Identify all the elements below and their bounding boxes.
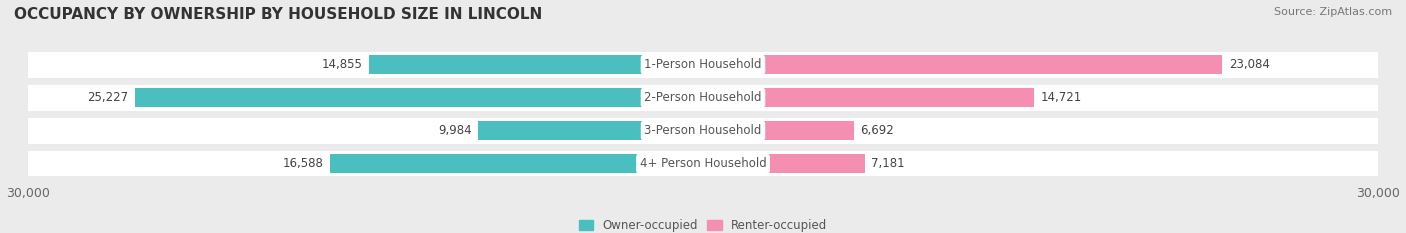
Bar	[330, 154, 703, 173]
Text: Source: ZipAtlas.com: Source: ZipAtlas.com	[1274, 7, 1392, 17]
Bar	[135, 88, 703, 107]
Text: 14,721: 14,721	[1040, 91, 1083, 104]
Text: 14,855: 14,855	[321, 58, 363, 71]
Bar	[28, 151, 1378, 176]
Text: 3-Person Household: 3-Person Household	[644, 124, 762, 137]
Text: 1-Person Household: 1-Person Household	[644, 58, 762, 71]
Bar	[703, 154, 865, 173]
Text: 7,181: 7,181	[872, 157, 905, 170]
Bar	[28, 85, 1378, 110]
Text: 2-Person Household: 2-Person Household	[644, 91, 762, 104]
Bar	[703, 55, 1222, 74]
Text: 6,692: 6,692	[860, 124, 894, 137]
Text: 25,227: 25,227	[87, 91, 129, 104]
Text: 23,084: 23,084	[1229, 58, 1270, 71]
Text: 4+ Person Household: 4+ Person Household	[640, 157, 766, 170]
Legend: Owner-occupied, Renter-occupied: Owner-occupied, Renter-occupied	[574, 214, 832, 233]
Bar	[28, 52, 1378, 78]
Bar	[703, 121, 853, 140]
Text: OCCUPANCY BY OWNERSHIP BY HOUSEHOLD SIZE IN LINCOLN: OCCUPANCY BY OWNERSHIP BY HOUSEHOLD SIZE…	[14, 7, 543, 22]
Bar	[703, 88, 1035, 107]
Bar	[478, 121, 703, 140]
Bar	[368, 55, 703, 74]
Text: 9,984: 9,984	[439, 124, 471, 137]
Text: 16,588: 16,588	[283, 157, 323, 170]
Bar	[28, 118, 1378, 144]
